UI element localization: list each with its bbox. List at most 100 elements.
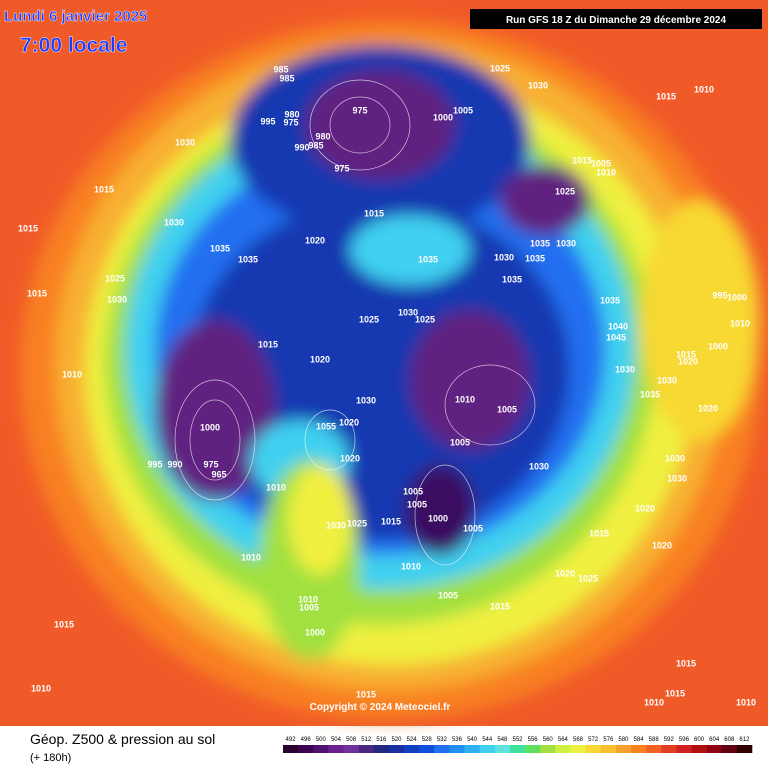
field-low bbox=[405, 465, 475, 555]
pressure-label: 1030 bbox=[657, 375, 677, 385]
colorbar-label: 504 bbox=[331, 737, 342, 743]
time: 7:00 locale bbox=[20, 34, 127, 57]
pressure-label: 1010 bbox=[266, 482, 286, 492]
field-ridge bbox=[350, 215, 470, 285]
pressure-label: 1015 bbox=[364, 208, 384, 218]
pressure-label: 1035 bbox=[502, 274, 522, 284]
colorbar-label: 584 bbox=[634, 737, 645, 743]
colorbar-label: 516 bbox=[376, 737, 387, 743]
pressure-label: 1035 bbox=[600, 295, 620, 305]
field-ridge bbox=[640, 200, 760, 440]
field-low bbox=[305, 70, 455, 180]
date: Lundi 6 janvier 2025 bbox=[4, 8, 147, 25]
colorbar-swatch bbox=[691, 745, 707, 753]
colorbar-swatch bbox=[706, 745, 723, 753]
pressure-label: 1005 bbox=[450, 437, 470, 447]
colorbar-label: 564 bbox=[558, 737, 569, 743]
colorbar-swatch bbox=[721, 745, 738, 753]
pressure-label: 1010 bbox=[31, 683, 51, 693]
colorbar-label: 596 bbox=[679, 737, 690, 743]
colorbar-swatch bbox=[419, 745, 435, 753]
pressure-label: 1015 bbox=[94, 184, 114, 194]
pressure-label: 1000 bbox=[708, 341, 728, 351]
pressure-label: 975 bbox=[283, 117, 298, 127]
colorbar-swatch bbox=[449, 745, 465, 753]
colorbar-swatch bbox=[373, 745, 390, 753]
colorbar-label: 580 bbox=[618, 737, 629, 743]
colorbar-label: 520 bbox=[391, 737, 402, 743]
pressure-label: 1035 bbox=[530, 238, 550, 248]
pressure-label: 1035 bbox=[210, 243, 230, 253]
pressure-label: 980 bbox=[315, 131, 330, 141]
pressure-label: 1020 bbox=[305, 235, 325, 245]
colorbar-label: 524 bbox=[407, 737, 418, 743]
pressure-label: 1020 bbox=[678, 356, 698, 366]
geopotential-field bbox=[20, 20, 760, 720]
pressure-label: 995 bbox=[712, 290, 727, 300]
colorbar-swatch bbox=[479, 745, 496, 753]
pressure-label: 1020 bbox=[652, 540, 672, 550]
pressure-label: 1015 bbox=[490, 601, 510, 611]
pressure-label: 1015 bbox=[589, 528, 609, 538]
colorbar-swatch bbox=[328, 745, 344, 753]
colorbar-swatch bbox=[388, 745, 405, 753]
pressure-label: 995 bbox=[147, 459, 162, 469]
pressure-label: 965 bbox=[211, 469, 226, 479]
pressure-label: 1020 bbox=[698, 403, 718, 413]
colorbar-label: 604 bbox=[709, 737, 720, 743]
colorbar-swatch bbox=[343, 745, 359, 753]
pressure-label: 1000 bbox=[200, 422, 220, 432]
colorbar-label: 528 bbox=[422, 737, 433, 743]
pressure-label: 1010 bbox=[596, 167, 616, 177]
pressure-label: 1015 bbox=[27, 288, 47, 298]
colorbar-swatch bbox=[570, 745, 586, 753]
pressure-label: 1025 bbox=[359, 314, 379, 324]
colorbar-label: 592 bbox=[664, 737, 675, 743]
field-ridge bbox=[288, 465, 352, 575]
run-box bbox=[470, 9, 762, 29]
footer-title: Géop. Z500 & pression au sol bbox=[30, 731, 215, 747]
pressure-label: 1000 bbox=[727, 292, 747, 302]
colorbar-swatch bbox=[736, 745, 753, 753]
colorbar-swatch bbox=[525, 745, 541, 753]
colorbar-label: 568 bbox=[573, 737, 584, 743]
pressure-label: 1030 bbox=[107, 294, 127, 304]
colorbar-swatch bbox=[630, 745, 647, 753]
pressure-label: 1005 bbox=[453, 105, 473, 115]
colorbar-swatch bbox=[358, 745, 375, 753]
pressure-label: 1005 bbox=[299, 602, 319, 612]
pressure-label: 1010 bbox=[298, 594, 318, 604]
colorbar-swatch bbox=[313, 745, 329, 753]
pressure-label: 1005 bbox=[463, 523, 483, 533]
pressure-label: 985 bbox=[279, 73, 294, 83]
pressure-label: 985 bbox=[308, 140, 323, 150]
colorbar-swatch bbox=[600, 745, 617, 753]
colorbar-swatch bbox=[509, 745, 526, 753]
pressure-label: 1025 bbox=[105, 273, 125, 283]
colorbar: 492 496 500 504 508 512 516 520 524 528 532 536 540 5… bbox=[283, 737, 753, 753]
pressure-label: 1020 bbox=[310, 354, 330, 364]
colorbar-label: 572 bbox=[588, 737, 599, 743]
isobar bbox=[189, 399, 241, 481]
pressure-label: 980 bbox=[284, 109, 299, 119]
pressure-label: 1015 bbox=[676, 349, 696, 359]
colorbar-label: 508 bbox=[346, 737, 357, 743]
colorbar-label: 548 bbox=[497, 737, 508, 743]
colorbar-label: 560 bbox=[543, 737, 554, 743]
pressure-label: 1035 bbox=[418, 254, 438, 264]
colorbar-label: 532 bbox=[437, 737, 448, 743]
pressure-label: 1005 bbox=[497, 404, 517, 414]
pressure-label: 1020 bbox=[555, 568, 575, 578]
pressure-label: 990 bbox=[294, 142, 309, 152]
colorbar-label: 536 bbox=[452, 737, 463, 743]
pressure-label: 975 bbox=[203, 459, 218, 469]
pressure-label: 1030 bbox=[494, 252, 514, 262]
pressure-label: 1005 bbox=[403, 486, 423, 496]
colorbar-swatch bbox=[283, 745, 299, 753]
pressure-label: 1015 bbox=[665, 688, 685, 698]
run-info: Run GFS 18 Z du Dimanche 29 décembre 202… bbox=[506, 15, 727, 26]
pressure-label: 1010 bbox=[401, 561, 421, 571]
colorbar-swatch bbox=[585, 745, 602, 753]
pressure-label: 1010 bbox=[455, 394, 475, 404]
isobars bbox=[174, 79, 536, 566]
